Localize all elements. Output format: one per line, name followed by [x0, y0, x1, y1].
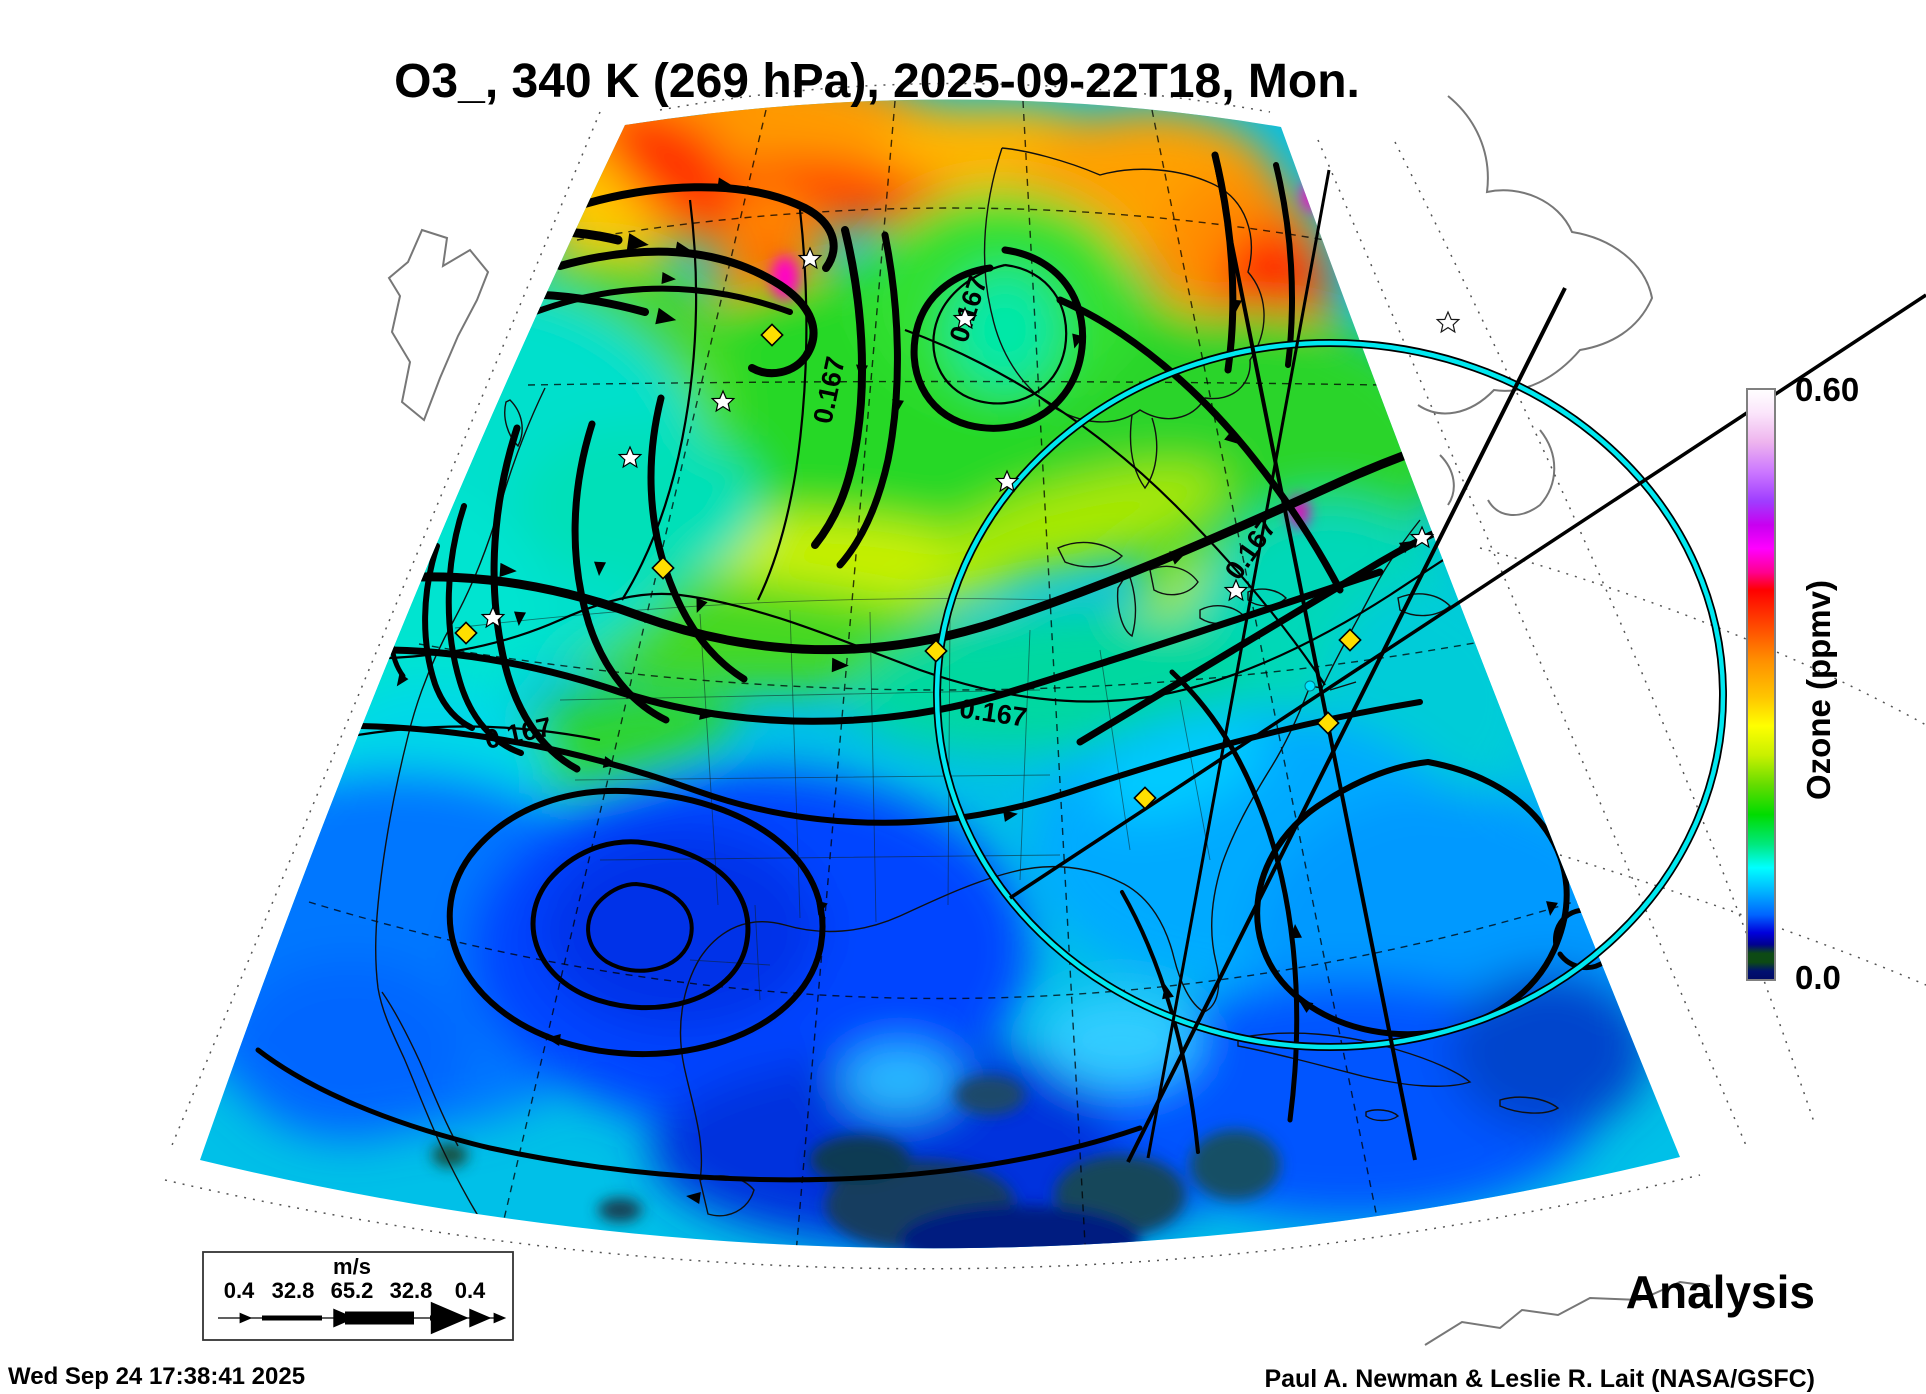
wind-legend-value: 32.8 — [272, 1278, 315, 1303]
wind-legend-barb — [218, 1302, 506, 1334]
coastlines — [375, 147, 1560, 1249]
track-intersection-dot — [1304, 680, 1316, 692]
track-line — [1146, 169, 1331, 1159]
generation-timestamp: Wed Sep 24 17:38:41 2025 — [8, 1363, 305, 1390]
colorbar-gradient — [1746, 388, 1776, 981]
wind-legend-units: m/s — [333, 1254, 371, 1279]
greenland-coastline — [1417, 95, 1654, 415]
great-lakes — [1057, 541, 1287, 638]
wind-speed-legend: m/s 0.4 32.8 65.2 32.8 0.4 — [202, 1251, 514, 1341]
credit-line: Paul A. Newman & Leslie R. Lait (NASA/GS… — [1264, 1365, 1815, 1393]
terminator-circle — [933, 339, 1727, 1051]
ozone-field-dark-patches — [432, 181, 1322, 1249]
outside-coastlines — [387, 95, 1711, 1346]
alaska-coastline — [387, 228, 490, 422]
figure-title: O3_, 340 K (269 hPa), 2025-09-22T18, Mon… — [394, 55, 1360, 108]
colorbar-min-label: 0.0 — [1795, 959, 1841, 996]
labrador-coastline — [1439, 429, 1556, 517]
colorbar-max-label: 0.60 — [1795, 371, 1859, 408]
wind-streamlines — [227, 151, 1618, 1249]
wind-legend-value: 0.4 — [224, 1278, 255, 1303]
wind-legend-value: 32.8 — [390, 1278, 433, 1303]
track-line — [1213, 159, 1417, 1161]
hudson-bay-coastline — [983, 147, 1265, 490]
island-coastlines — [504, 399, 1560, 1217]
track-line — [1126, 287, 1567, 1163]
state-borders — [454, 598, 1211, 1001]
east-coast-coastline — [679, 519, 1421, 1181]
west-coast-coastline — [375, 387, 546, 1249]
wind-legend-value: 65.2 — [331, 1278, 374, 1303]
colorbar: 0.60 0.0 Ozone (ppmv) — [1746, 371, 1859, 996]
analysis-label: Analysis — [1626, 1266, 1815, 1318]
outside-graticule — [164, 82, 1926, 1270]
colorbar-axis-title: Ozone (ppmv) — [1800, 580, 1837, 800]
cuba-coastline — [1237, 1032, 1472, 1087]
wind-legend-box — [202, 1251, 514, 1341]
wind-legend-value: 0.4 — [455, 1278, 486, 1303]
south-america-coastline — [1424, 1280, 1711, 1346]
long-island — [1329, 681, 1357, 691]
